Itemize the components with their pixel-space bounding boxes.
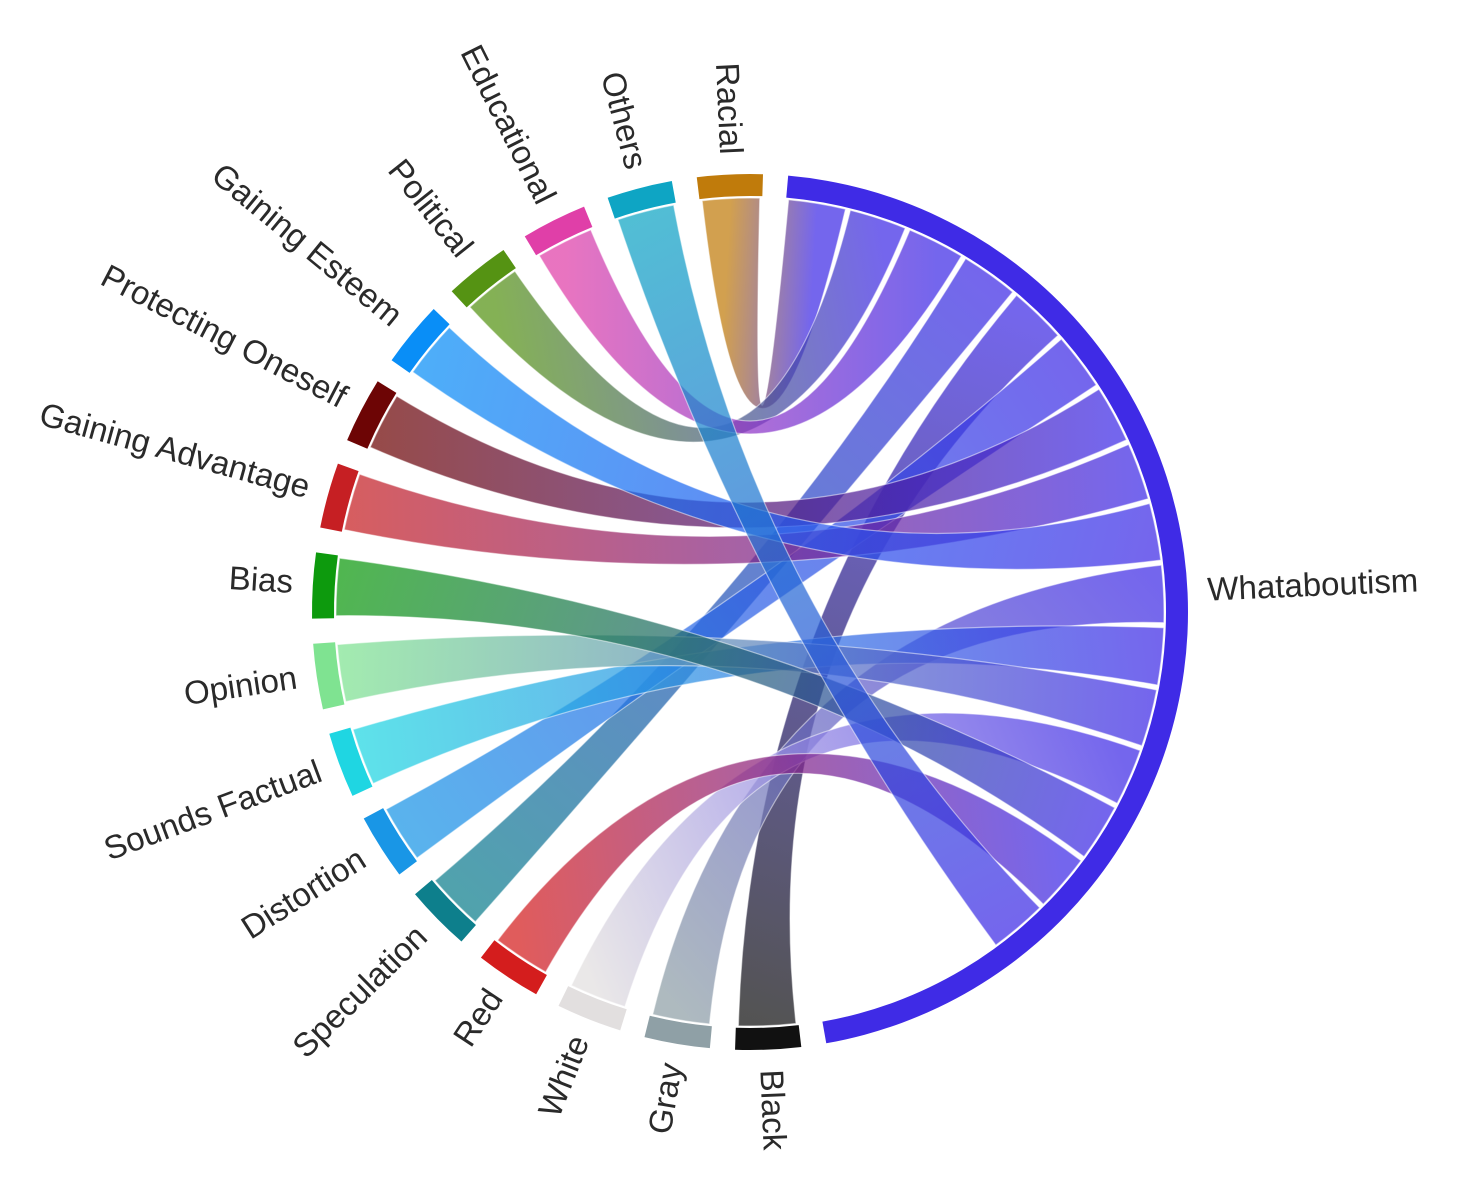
arc-sounds-factual <box>329 727 373 796</box>
label-others: Others <box>594 68 655 173</box>
label-red: Red <box>446 982 510 1053</box>
label-distortion: Distortion <box>235 840 372 946</box>
arc-educational <box>524 206 593 256</box>
arc-red <box>480 940 547 995</box>
arc-opinion <box>313 642 345 710</box>
ribbon-whataboutism-educational <box>538 229 963 435</box>
arc-others <box>607 181 676 219</box>
arc-political <box>451 249 516 308</box>
label-black: Black <box>753 1069 793 1152</box>
ribbon-whataboutism-protecting-oneself <box>369 388 1128 529</box>
arc-racial <box>696 173 763 200</box>
label-white: White <box>531 1030 596 1122</box>
arc-black <box>735 1025 802 1050</box>
arc-speculation <box>415 880 476 942</box>
ribbon-whataboutism-political <box>469 209 906 443</box>
ribbon-whataboutism-gaining-esteem <box>411 326 1162 570</box>
arc-protecting-oneself <box>347 381 397 449</box>
ribbons <box>335 197 1165 1027</box>
label-political: Political <box>381 152 481 264</box>
label-whataboutism: Whataboutism <box>1207 561 1419 607</box>
label-racial: Racial <box>709 62 750 155</box>
arc-white <box>558 986 627 1031</box>
label-bias: Bias <box>228 559 294 600</box>
label-educational: Educational <box>454 39 564 210</box>
arc-gaining-esteem <box>391 309 450 373</box>
arc-gaining-advantage <box>320 463 359 532</box>
label-protecting-oneself: Protecting Oneself <box>95 257 354 415</box>
arc-distortion <box>363 808 417 875</box>
ribbon-whataboutism-others <box>617 204 1041 946</box>
arc-bias <box>312 552 338 619</box>
label-gray: Gray <box>641 1060 689 1137</box>
label-opinion: Opinion <box>181 659 299 712</box>
label-sounds-factual: Sounds Factual <box>99 752 327 867</box>
label-speculation: Speculation <box>285 918 434 1065</box>
node-arcs <box>312 173 1188 1050</box>
label-gaining-advantage: Gaining Advantage <box>36 395 315 505</box>
arc-gray <box>644 1015 712 1049</box>
label-gaining-esteem: Gaining Esteem <box>205 156 410 334</box>
